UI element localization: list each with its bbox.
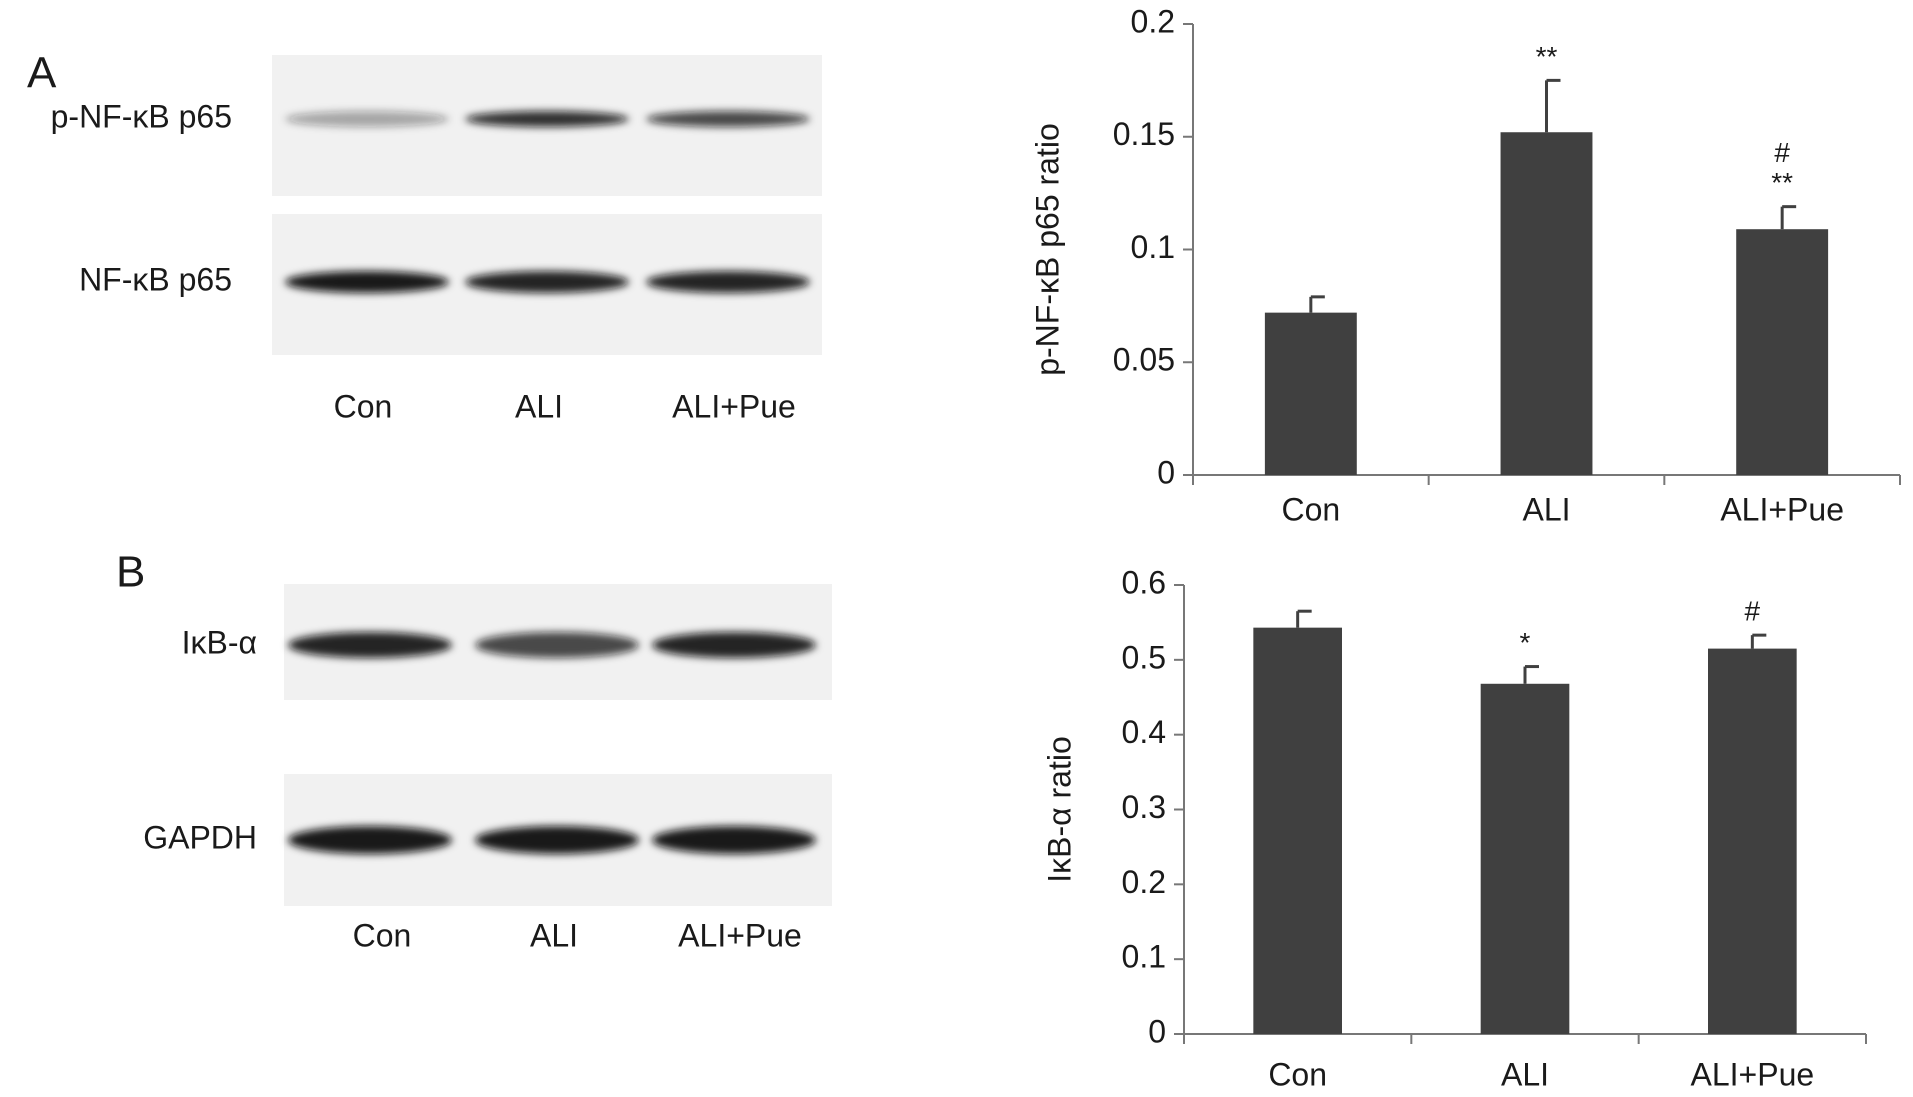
bar	[1500, 132, 1593, 476]
y-tick-label: 0.4	[1122, 714, 1166, 750]
blot-band	[288, 632, 452, 658]
significance-marker: **	[1536, 41, 1558, 72]
blot-band	[652, 632, 816, 658]
y-tick-label: 0.6	[1122, 564, 1166, 600]
y-tick-label: 0.1	[1131, 229, 1175, 265]
error-bar	[1296, 609, 1312, 628]
lane-label: ALI+Pue	[672, 388, 796, 424]
y-tick-label: 0.3	[1122, 789, 1166, 825]
blot-band	[646, 111, 810, 127]
y-tick-label: 0	[1157, 454, 1175, 490]
row-label: NF-κB p65	[79, 261, 232, 297]
y-tick-label: 0	[1148, 1013, 1166, 1049]
row-label: p-NF-κB p65	[51, 98, 232, 134]
significance-marker: #	[1745, 596, 1761, 627]
blot-band	[465, 271, 629, 293]
error-bar	[1523, 665, 1539, 684]
y-axis-label: p-NF-κB p65 ratio	[1029, 123, 1065, 376]
blot-band	[652, 826, 816, 854]
blot-band	[288, 826, 452, 854]
y-tick-label: 0.2	[1131, 3, 1175, 39]
x-tick-label: Con	[1268, 1056, 1327, 1092]
row-label: GAPDH	[143, 819, 257, 855]
error-bar	[1545, 78, 1561, 133]
bar	[1480, 683, 1570, 1034]
blot-band	[475, 826, 639, 854]
x-tick-label: ALI+Pue	[1691, 1056, 1815, 1092]
blot-band	[465, 111, 629, 127]
x-tick-label: Con	[1281, 491, 1340, 527]
significance-marker: **	[1771, 167, 1793, 198]
bar	[1253, 627, 1342, 1034]
y-tick-label: 0.1	[1122, 939, 1166, 975]
blot-band	[285, 111, 449, 127]
error-bar	[1750, 633, 1767, 649]
y-tick-label: 0.5	[1122, 639, 1166, 675]
lane-label: ALI	[530, 917, 578, 953]
bar	[1708, 648, 1797, 1034]
x-tick-label: ALI+Pue	[1720, 491, 1844, 527]
y-tick-label: 0.15	[1113, 116, 1175, 152]
blot-band	[646, 271, 810, 293]
bar	[1736, 229, 1829, 475]
lane-label: ALI	[515, 388, 563, 424]
y-tick-label: 0.2	[1122, 864, 1166, 900]
y-axis-label: IκB-α ratio	[1041, 736, 1077, 883]
x-tick-label: ALI	[1501, 1056, 1549, 1092]
blot-band	[285, 271, 449, 293]
significance-marker: #	[1774, 137, 1790, 168]
error-bar	[1309, 295, 1325, 313]
panel-label: A	[27, 49, 57, 98]
bar	[1264, 312, 1357, 475]
lane-label: ALI+Pue	[678, 917, 802, 953]
x-tick-label: ALI	[1522, 491, 1570, 527]
y-tick-label: 0.05	[1113, 342, 1175, 378]
blot-band	[475, 632, 639, 658]
row-label: IκB-α	[182, 624, 257, 660]
significance-marker: *	[1520, 627, 1531, 658]
error-bar	[1780, 205, 1797, 230]
lane-label: Con	[353, 917, 412, 953]
lane-label: Con	[334, 388, 393, 424]
panel-label: B	[116, 548, 145, 597]
